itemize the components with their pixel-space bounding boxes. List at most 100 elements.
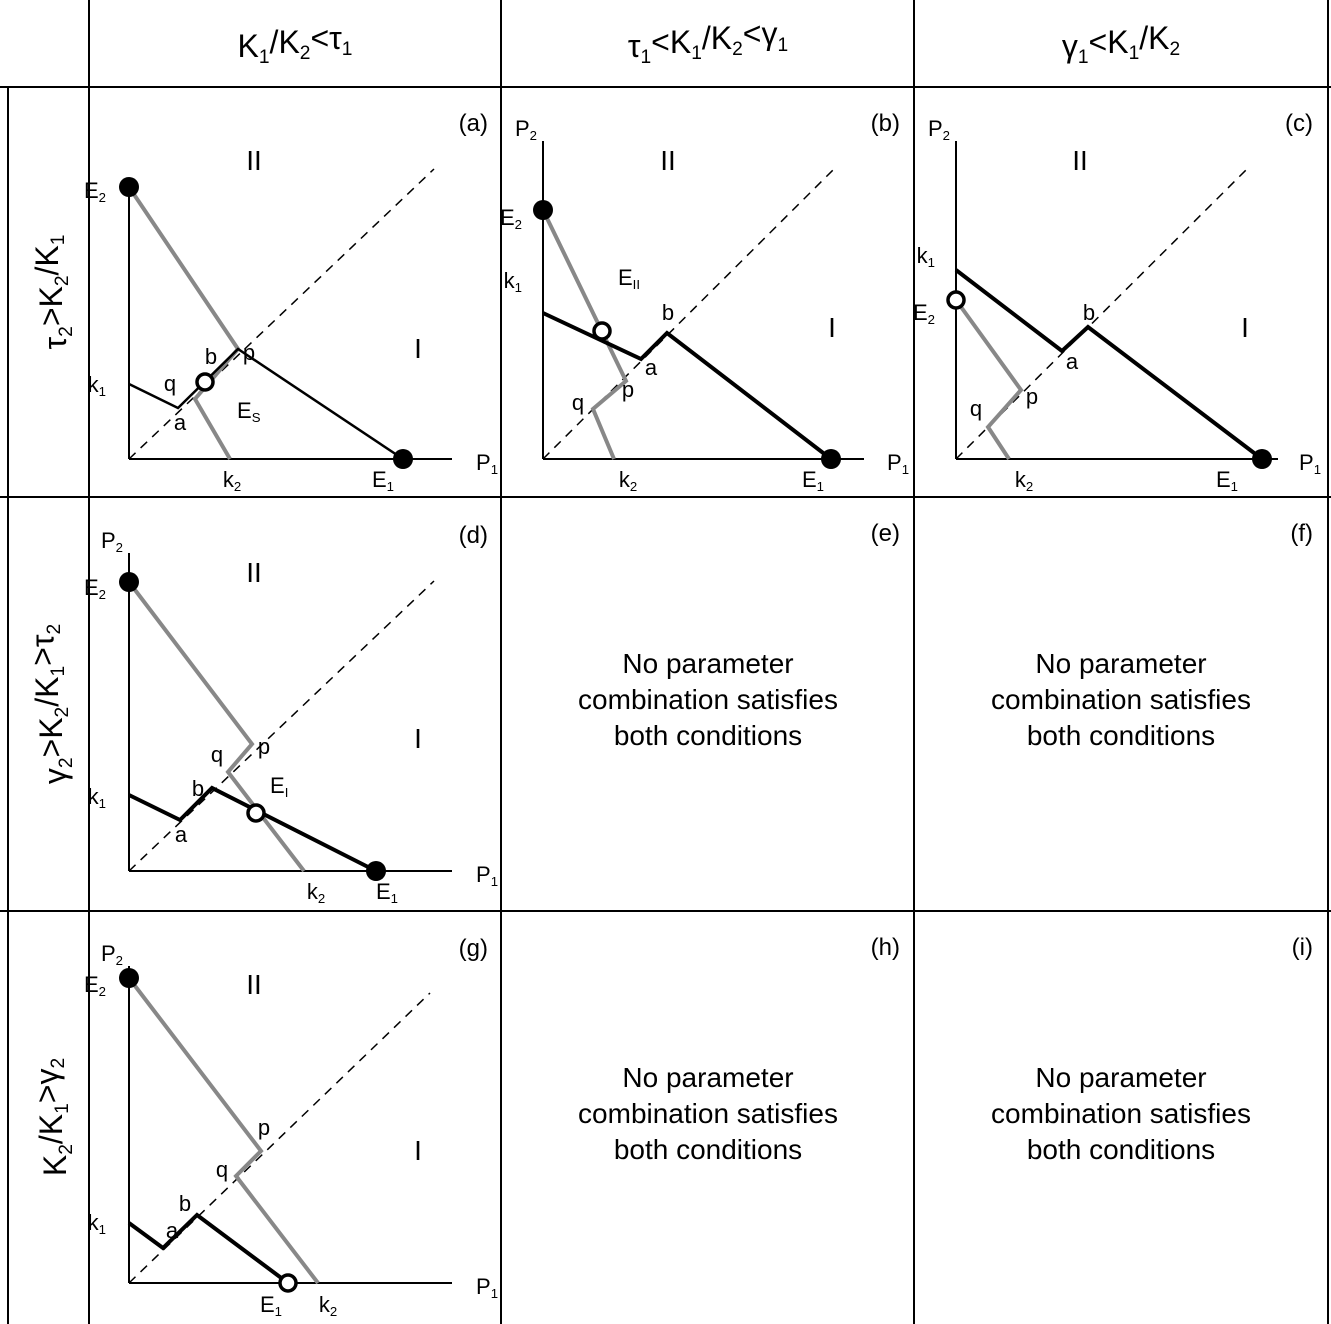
- point-label-E2: E2​: [913, 300, 935, 327]
- region-I-label: I: [1241, 312, 1249, 343]
- no-combination-text: combination satisfies: [578, 1098, 838, 1129]
- point-label-P1: P1​: [476, 1274, 498, 1301]
- point-label-a: a: [166, 1218, 179, 1243]
- point-label-k2: k2​: [319, 1292, 337, 1319]
- stable-equilibrium: [119, 572, 139, 592]
- unstable-equilibrium: [278, 1273, 298, 1293]
- point-label-q: q: [216, 1157, 228, 1182]
- point-label-a: a: [175, 822, 188, 847]
- unstable-equilibrium: [946, 290, 966, 310]
- point-label-q: q: [572, 390, 584, 415]
- table-headers: K1​/K2​<τ1​ τ1​<K1​/K2​<γ1​ γ1​<K1​/K2​ τ2​…: [25, 16, 1180, 1176]
- no-combination-text: both conditions: [614, 1134, 802, 1165]
- point-label-b: b: [205, 344, 217, 369]
- panel-f: (f) No parameter combination satisfies both…: [991, 520, 1313, 751]
- stable-equilibrium: [119, 968, 139, 988]
- unstable-equilibrium: [246, 803, 266, 823]
- point-label-k1: k1​: [88, 784, 106, 811]
- region-II-label: II: [246, 969, 262, 1000]
- row-header: γ2​>K2​/K1​>τ2​: [25, 624, 77, 784]
- region-I-label: I: [414, 723, 422, 754]
- panels: III(a)E2​k1​qabpES​k2​E1​P1​III(b)P2​E2​…: [84, 110, 1321, 1319]
- point-label-p: p: [622, 377, 634, 402]
- panel-tag: (f): [1290, 520, 1313, 547]
- panel-tag: (h): [871, 934, 900, 961]
- no-combination-text: No parameter: [622, 648, 793, 679]
- point-label-E1: E1​: [372, 467, 394, 494]
- point-label-E2: E2​: [84, 575, 106, 602]
- isocline-species-1: [127, 1212, 290, 1285]
- panel-tag: (i): [1292, 934, 1313, 961]
- region-II-label: II: [1072, 145, 1088, 176]
- point-label-P1: P1​: [1299, 450, 1321, 477]
- no-combination-text: No parameter: [622, 1062, 793, 1093]
- point-label-a: a: [174, 410, 187, 435]
- stable-equilibrium: [366, 861, 386, 881]
- region-II-label: II: [246, 557, 262, 588]
- panel-tag: (c): [1285, 110, 1313, 137]
- point-label-ES: ES​: [237, 398, 261, 425]
- point-label-EI: EI​: [270, 773, 288, 800]
- point-label-b: b: [1083, 300, 1095, 325]
- isocline-species-1: [128, 785, 377, 873]
- point-label-p: p: [243, 340, 255, 365]
- region-I-label: I: [414, 1135, 422, 1166]
- no-combination-text: No parameter: [1035, 648, 1206, 679]
- no-combination-text: combination satisfies: [991, 684, 1251, 715]
- panel-tag: (a): [459, 110, 488, 137]
- panel-tag: (g): [459, 935, 488, 962]
- panel-h: (h) No parameter combination satisfies both…: [578, 934, 900, 1165]
- point-label-q: q: [211, 742, 223, 767]
- point-label-P1: P1​: [476, 450, 498, 477]
- column-header: τ1​<K1​/K2​<γ1​: [628, 16, 788, 68]
- point-label-E2: E2​: [84, 972, 106, 999]
- panel-tag: (e): [871, 520, 900, 547]
- point-label-P1: P1​: [476, 862, 498, 889]
- diagonal-line: [128, 580, 435, 872]
- panel-e: (e) No parameter combination satisfies both…: [578, 520, 900, 751]
- point-label-k1: k1​: [88, 1210, 106, 1237]
- region-II-label: II: [246, 145, 262, 176]
- point-label-P2: P2​: [928, 116, 950, 143]
- column-header: K1​/K2​<τ1​: [238, 20, 353, 68]
- point-label-E1: E1​: [376, 879, 398, 906]
- panel-tag: (b): [871, 110, 900, 137]
- stable-equilibrium: [119, 177, 139, 197]
- point-label-E1: E1​: [802, 467, 824, 494]
- point-label-k1: k1​: [88, 372, 106, 399]
- point-label-k2: k2​: [1015, 467, 1033, 494]
- region-I-label: I: [414, 333, 422, 364]
- point-label-a: a: [645, 355, 658, 380]
- point-label-P2: P2​: [101, 941, 123, 968]
- no-combination-text: combination satisfies: [578, 684, 838, 715]
- no-combination-text: No parameter: [1035, 1062, 1206, 1093]
- unstable-equilibrium: [592, 321, 612, 341]
- point-label-p: p: [1026, 384, 1038, 409]
- point-label-p: p: [258, 1115, 270, 1140]
- isocline-species-2: [541, 209, 629, 460]
- point-label-EII: EII​: [618, 265, 640, 292]
- point-label-P2: P2​: [101, 528, 123, 555]
- unstable-equilibrium: [195, 372, 215, 392]
- point-label-E2: E2​: [84, 178, 106, 205]
- point-label-a: a: [1066, 349, 1079, 374]
- point-label-E1: E1​: [260, 1292, 282, 1319]
- no-combination-text: combination satisfies: [991, 1098, 1251, 1129]
- stable-equilibrium: [1252, 449, 1272, 469]
- point-label-b: b: [192, 776, 204, 801]
- no-combination-text: both conditions: [614, 720, 802, 751]
- point-label-E2: E2​: [500, 205, 522, 232]
- point-label-q: q: [970, 396, 982, 421]
- point-label-E1: E1​: [1216, 467, 1238, 494]
- panel-tag: (d): [459, 522, 488, 549]
- diagonal-line: [542, 168, 835, 460]
- point-label-k1: k1​: [917, 243, 935, 270]
- isocline-species-2: [127, 185, 241, 461]
- row-header: τ2​>K2​/K1​: [29, 235, 77, 350]
- point-label-q: q: [164, 371, 176, 396]
- column-header: γ1​<K1​/K2​: [1062, 20, 1180, 68]
